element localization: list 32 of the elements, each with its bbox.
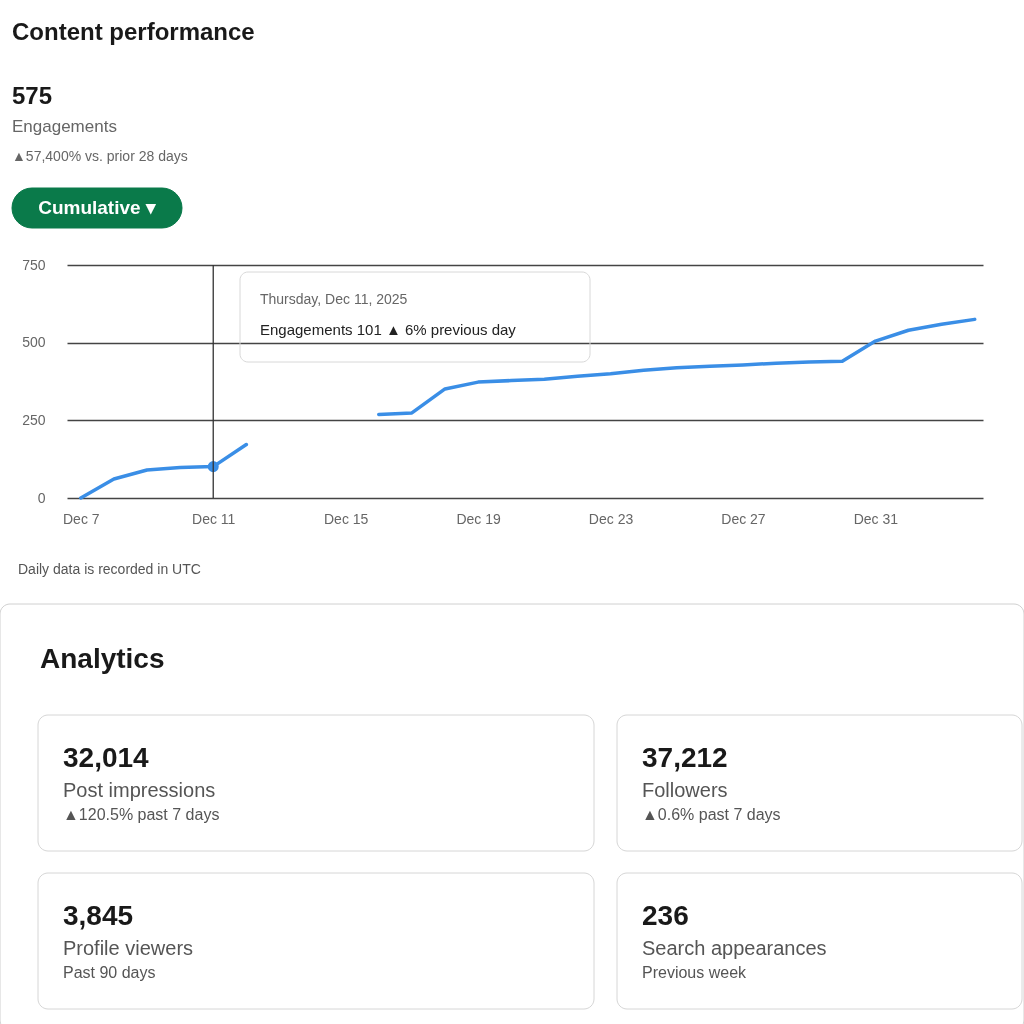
text: 236 xyxy=(642,900,689,931)
text: Past 90 days xyxy=(63,964,156,981)
x-tick-label: Dec 31 xyxy=(853,510,899,527)
text: ▲120.5% past 7 days xyxy=(63,806,220,823)
text: Daily data is recorded in UTC xyxy=(18,561,201,577)
text: 575 xyxy=(12,82,53,109)
annotation: Engagements 101 ▲ 6% previous day xyxy=(260,321,517,338)
text: ▲0.6% past 7 days xyxy=(642,806,781,823)
chart-title: Content performance xyxy=(12,18,255,45)
text: 32,014 xyxy=(63,742,150,773)
text: Search appearances xyxy=(642,937,827,959)
text: Analytics xyxy=(40,643,165,674)
text: Profile viewers xyxy=(63,937,194,959)
text: Cumulative ▾ xyxy=(38,197,157,218)
y-tick-label: 500 xyxy=(22,334,46,351)
y-tick-label: 750 xyxy=(22,256,46,273)
text: 37,212 xyxy=(642,742,728,773)
text: Followers xyxy=(642,779,728,801)
text: Post impressions xyxy=(63,779,216,801)
text: Previous week xyxy=(642,964,748,981)
text: ▲57,400% vs. prior 28 days xyxy=(12,148,188,164)
annotation: Thursday, Dec 11, 2025 xyxy=(260,291,408,307)
text: Engagements xyxy=(12,117,117,136)
x-tick-label: Dec 19 xyxy=(456,510,501,527)
x-tick-label: Dec 11 xyxy=(192,510,236,527)
x-tick-label: Dec 7 xyxy=(63,510,100,527)
x-tick-label: Dec 15 xyxy=(323,510,369,527)
x-tick-label: Dec 23 xyxy=(588,510,634,527)
x-tick-label: Dec 27 xyxy=(721,510,766,527)
y-tick-label: 0 xyxy=(37,489,46,506)
text: 3,845 xyxy=(63,900,134,931)
y-tick-label: 250 xyxy=(22,411,46,428)
